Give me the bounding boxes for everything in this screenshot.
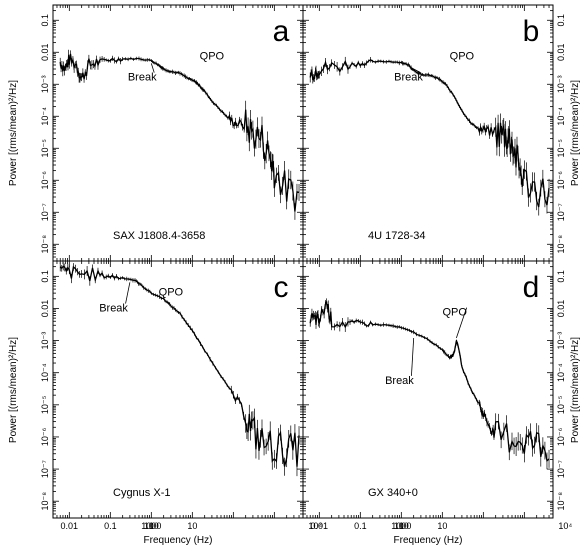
annotation-leader-line: [413, 68, 421, 73]
panel-frame: [52, 4, 304, 262]
x-tick-label: 1000: [141, 521, 161, 531]
x-axis-label-left: Frequency (Hz): [144, 535, 213, 546]
y-tick-label: 10⁻³: [556, 75, 566, 93]
y-tick-label: 10⁻⁵: [40, 395, 50, 414]
y-tick-label: 10⁻⁵: [556, 395, 566, 414]
panel-frame: [302, 260, 554, 519]
x-tick-label: 10⁴: [558, 521, 572, 531]
x-tick-label: 1: [399, 521, 404, 531]
x-tick-label: 100: [394, 521, 409, 531]
annotation-leader-line: [125, 282, 131, 304]
panel-a: 10⁻⁸ 10⁻⁷ 10⁻⁶ 10⁻⁵ 10⁻⁴ 10⁻³ 0.01 0.1 Break QPO a…: [40, 4, 304, 262]
power-spectrum-line: [309, 59, 550, 208]
y-tick-label: 10⁻⁴: [556, 363, 566, 382]
y-tick-label: 10⁻⁷: [40, 203, 50, 221]
y-tick-label: 10⁻⁷: [556, 203, 566, 221]
y-tick-label: 10⁻⁶: [556, 171, 566, 190]
power-spectrum-line: [309, 301, 550, 463]
y-tick-label: 10⁻⁸: [556, 492, 566, 511]
x-tick-label: 0.1: [354, 521, 367, 531]
annotation-break: Break: [385, 375, 414, 387]
y-tick-label: 0.1: [556, 270, 566, 283]
x-tick-label: 0.01: [61, 521, 79, 531]
annotation-qpo: QPO: [442, 307, 467, 319]
y-tick-label: 10⁻³: [556, 332, 566, 350]
panel-frame: [302, 4, 554, 262]
source-label: 4U 1728-34: [368, 230, 426, 242]
annotation-leader-line: [455, 307, 468, 339]
y-tick-label: 0.1: [40, 270, 50, 283]
y-tick-label: 0.01: [556, 44, 566, 62]
source-label: Cygnus X-1: [113, 487, 170, 499]
y-tick-label: 10⁻⁶: [40, 427, 50, 446]
x-tick-label: 10: [187, 521, 197, 531]
y-tick-label: 0.01: [556, 300, 566, 318]
y-tick-label: 10⁻⁶: [40, 171, 50, 190]
annotation-qpo: QPO: [200, 50, 225, 62]
y-tick-label: 10⁻⁷: [40, 460, 50, 478]
panel-letter: a: [273, 15, 290, 48]
annotation-leader-line: [411, 338, 415, 376]
panel-b: 10⁻⁸ 10⁻⁷ 10⁻⁶ 10⁻⁵ 10⁻⁴ 10⁻³ 0.01 0.1 Break QPO b…: [302, 4, 566, 262]
x-tick-label: 0.1: [104, 521, 117, 531]
y-tick-label: 10⁻³: [40, 332, 50, 350]
y-tick-label: 10⁻³: [40, 75, 50, 93]
y-tick-label: 0.01: [40, 44, 50, 62]
annotation-break: Break: [394, 72, 423, 84]
power-spectrum-line: [59, 265, 300, 467]
y-tick-label: 10⁻⁸: [40, 492, 50, 511]
power-spectrum-line: [59, 53, 300, 212]
annotation-leader-line: [150, 63, 155, 73]
y-axis-label-top-left: Power [(rms/mean)²/Hz]: [8, 80, 19, 186]
annotation-break: Break: [128, 72, 157, 84]
x-axis-label-right: Frequency (Hz): [394, 535, 463, 546]
y-tick-label: 10⁻⁵: [40, 139, 50, 158]
source-label: GX 340+0: [368, 487, 418, 499]
y-tick-label: 10⁻⁷: [556, 460, 566, 478]
y-tick-label: 10⁻⁴: [556, 107, 566, 126]
source-label: SAX J1808.4-3658: [113, 230, 205, 242]
y-tick-label: 10⁻⁸: [40, 235, 50, 254]
y-tick-label: 10⁻⁵: [556, 139, 566, 158]
y-tick-label: 10⁻⁴: [40, 107, 50, 126]
y-axis-label-top-right: Power [(rms/mean)²/Hz]: [570, 80, 581, 186]
x-tick-label: 1000: [391, 521, 411, 531]
annotation-qpo: QPO: [159, 287, 184, 299]
x-tick-label: 10⁴: [308, 521, 322, 531]
y-tick-label: 0.1: [40, 14, 50, 27]
y-tick-label: 0.1: [556, 14, 566, 27]
x-tick-label: 100: [144, 521, 159, 531]
panel-letter: d: [523, 271, 540, 304]
y-axis-label-bottom-right: Power [(rms/mean)²/Hz]: [570, 337, 581, 443]
panel-letter: b: [523, 15, 540, 48]
panel-letter: c: [274, 271, 289, 304]
annotation-break: Break: [99, 303, 128, 315]
x-tick-label: 10: [437, 521, 447, 531]
annotation-qpo: QPO: [450, 50, 475, 62]
x-tick-label: 0.01: [311, 521, 329, 531]
y-tick-label: 10⁻⁸: [556, 235, 566, 254]
panel-frame: [52, 260, 304, 519]
y-axis-label-bottom-left: Power [(rms/mean)²/Hz]: [8, 337, 19, 443]
y-tick-label: 0.01: [40, 300, 50, 318]
y-tick-label: 10⁻⁴: [40, 363, 50, 382]
x-tick-label: 1: [149, 521, 154, 531]
y-tick-label: 10⁻⁶: [556, 427, 566, 446]
